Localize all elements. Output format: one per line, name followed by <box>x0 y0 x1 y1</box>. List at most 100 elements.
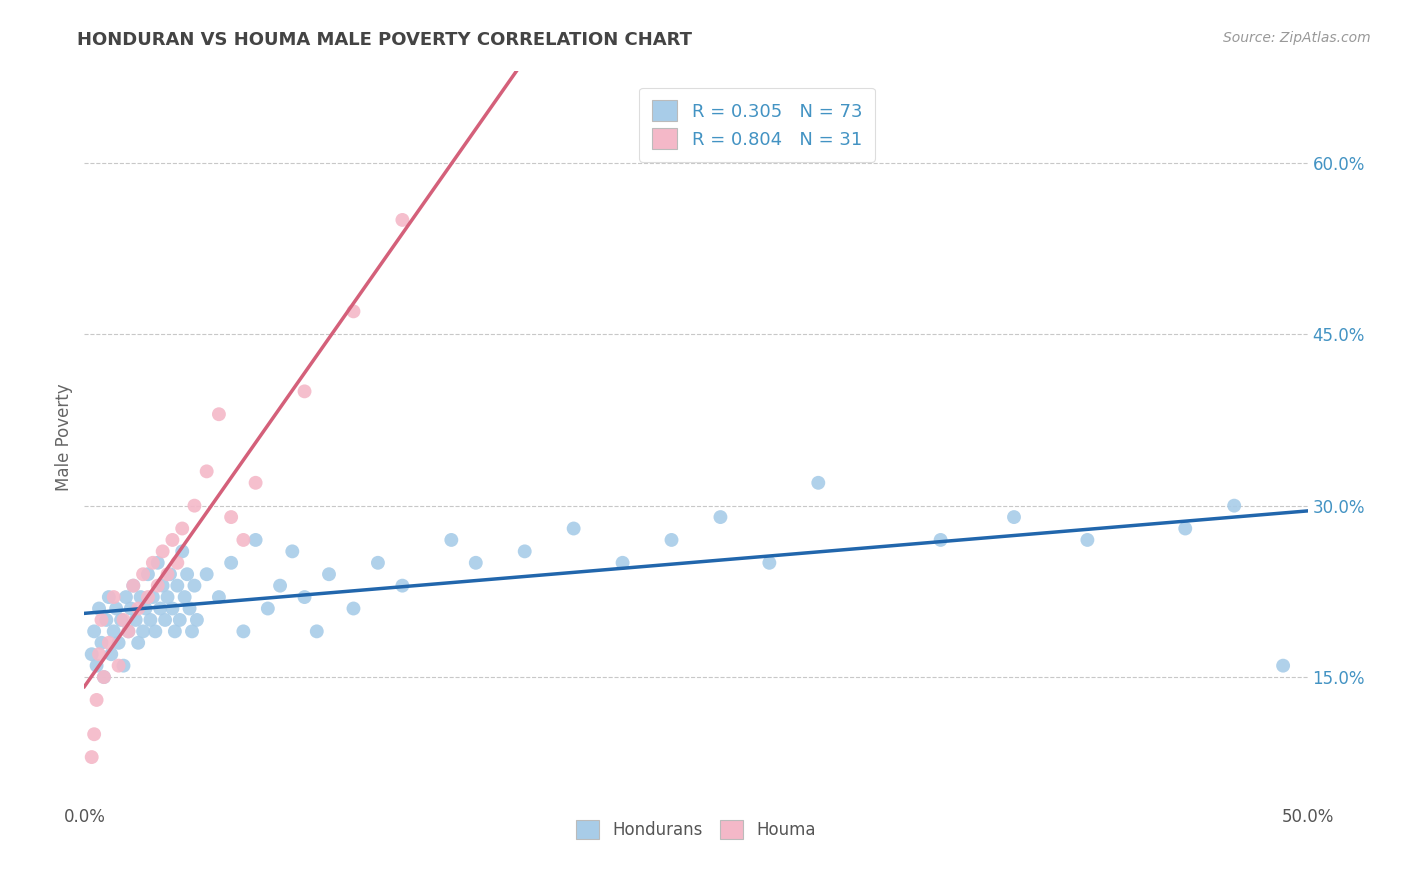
Point <box>125 613 148 627</box>
Point <box>103 590 125 604</box>
Point <box>136 567 159 582</box>
Point <box>93 670 115 684</box>
Point <box>179 601 201 615</box>
Point <box>162 533 184 547</box>
Point <box>149 601 172 615</box>
Point <box>709 510 731 524</box>
Point <box>83 624 105 639</box>
Point <box>269 579 291 593</box>
Point <box>195 464 218 478</box>
Point <box>96 613 118 627</box>
Point <box>172 544 194 558</box>
Point <box>132 624 155 639</box>
Point <box>136 590 159 604</box>
Point <box>176 567 198 582</box>
Point <box>103 624 125 639</box>
Point <box>156 590 179 604</box>
Point <box>294 590 316 604</box>
Point <box>232 533 254 547</box>
Point <box>661 533 683 547</box>
Point <box>257 601 280 615</box>
Text: Source: ZipAtlas.com: Source: ZipAtlas.com <box>1223 31 1371 45</box>
Point <box>294 384 316 399</box>
Point <box>122 579 145 593</box>
Point <box>208 407 231 421</box>
Point <box>245 475 267 490</box>
Point <box>105 601 128 615</box>
Point <box>83 727 105 741</box>
Point <box>135 601 157 615</box>
Point <box>342 304 364 318</box>
Point <box>929 533 952 547</box>
Point <box>318 567 340 582</box>
Legend: Hondurans, Houma: Hondurans, Houma <box>569 814 823 846</box>
Point <box>464 556 486 570</box>
Point <box>208 590 231 604</box>
Point <box>367 556 389 570</box>
Point <box>305 624 328 639</box>
Point <box>245 533 267 547</box>
Point <box>219 510 242 524</box>
Point <box>107 636 129 650</box>
Point <box>107 658 129 673</box>
Point <box>181 624 204 639</box>
Point <box>159 567 181 582</box>
Point <box>127 601 149 615</box>
Point <box>612 556 634 570</box>
Point <box>87 601 110 615</box>
Point <box>156 567 179 582</box>
Point <box>97 636 120 650</box>
Point <box>117 624 139 639</box>
Point <box>146 556 169 570</box>
Point <box>100 647 122 661</box>
Point <box>97 590 120 604</box>
Point <box>173 590 195 604</box>
Point <box>391 213 413 227</box>
Point <box>169 613 191 627</box>
Point <box>562 521 585 535</box>
Point <box>513 544 536 558</box>
Point <box>112 658 135 673</box>
Point <box>117 624 139 639</box>
Point <box>391 579 413 593</box>
Point <box>232 624 254 639</box>
Point <box>142 590 165 604</box>
Point <box>186 613 208 627</box>
Point <box>440 533 463 547</box>
Point <box>183 579 205 593</box>
Point <box>183 499 205 513</box>
Point <box>152 579 174 593</box>
Point <box>127 636 149 650</box>
Point <box>152 544 174 558</box>
Point <box>87 647 110 661</box>
Y-axis label: Male Poverty: Male Poverty <box>55 384 73 491</box>
Point <box>90 636 112 650</box>
Point <box>93 670 115 684</box>
Point <box>80 647 103 661</box>
Point <box>1002 510 1025 524</box>
Point <box>1174 521 1197 535</box>
Point <box>143 624 166 639</box>
Point <box>112 613 135 627</box>
Point <box>281 544 304 558</box>
Point <box>132 567 155 582</box>
Point <box>90 613 112 627</box>
Point <box>110 613 132 627</box>
Point <box>139 613 162 627</box>
Point <box>758 556 780 570</box>
Point <box>166 556 188 570</box>
Point <box>166 579 188 593</box>
Point <box>153 613 176 627</box>
Text: HONDURAN VS HOUMA MALE POVERTY CORRELATION CHART: HONDURAN VS HOUMA MALE POVERTY CORRELATI… <box>77 31 692 49</box>
Point <box>342 601 364 615</box>
Point <box>122 579 145 593</box>
Point <box>115 590 138 604</box>
Point <box>162 601 184 615</box>
Point <box>142 556 165 570</box>
Point <box>80 750 103 764</box>
Point <box>129 590 152 604</box>
Point <box>86 693 108 707</box>
Point <box>86 658 108 673</box>
Point <box>807 475 830 490</box>
Point <box>1223 499 1246 513</box>
